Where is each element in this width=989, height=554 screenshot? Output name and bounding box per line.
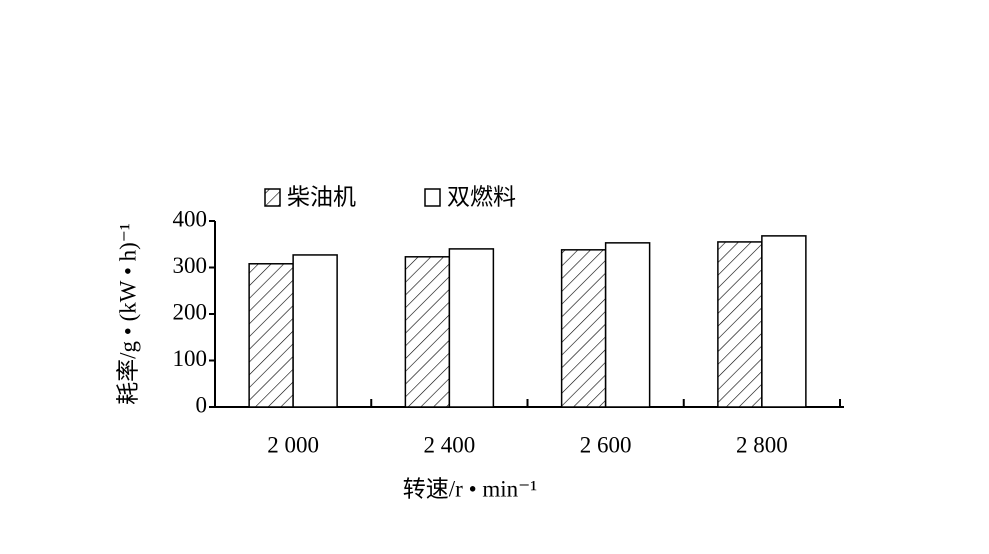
- bar: [717, 241, 763, 408]
- x-tick-label: 2 400: [424, 432, 476, 457]
- x-tick-label: 2 000: [267, 432, 319, 457]
- y-tick-label: 100: [173, 346, 208, 371]
- x-tick-label: 2 600: [580, 432, 632, 457]
- legend-label: 双燃料: [447, 184, 516, 209]
- legend-label: 柴油机: [287, 184, 356, 209]
- bar: [248, 263, 294, 408]
- bar: [604, 242, 651, 408]
- bar: [448, 248, 495, 408]
- bar: [404, 256, 451, 408]
- legend-swatch: [264, 188, 281, 207]
- y-tick-label: 200: [173, 299, 208, 324]
- y-axis-label: 耗率/g • (kW • h)⁻¹: [115, 223, 140, 405]
- x-axis-label: 转速/r • min⁻¹: [403, 476, 538, 501]
- x-tick-label: 2 800: [736, 432, 788, 457]
- bar: [292, 254, 338, 408]
- bar: [560, 249, 607, 408]
- bar: [761, 235, 807, 408]
- y-tick-label: 400: [173, 206, 208, 231]
- y-tick-label: 0: [196, 392, 208, 417]
- legend-swatch: [424, 188, 441, 207]
- y-tick-label: 300: [173, 253, 208, 278]
